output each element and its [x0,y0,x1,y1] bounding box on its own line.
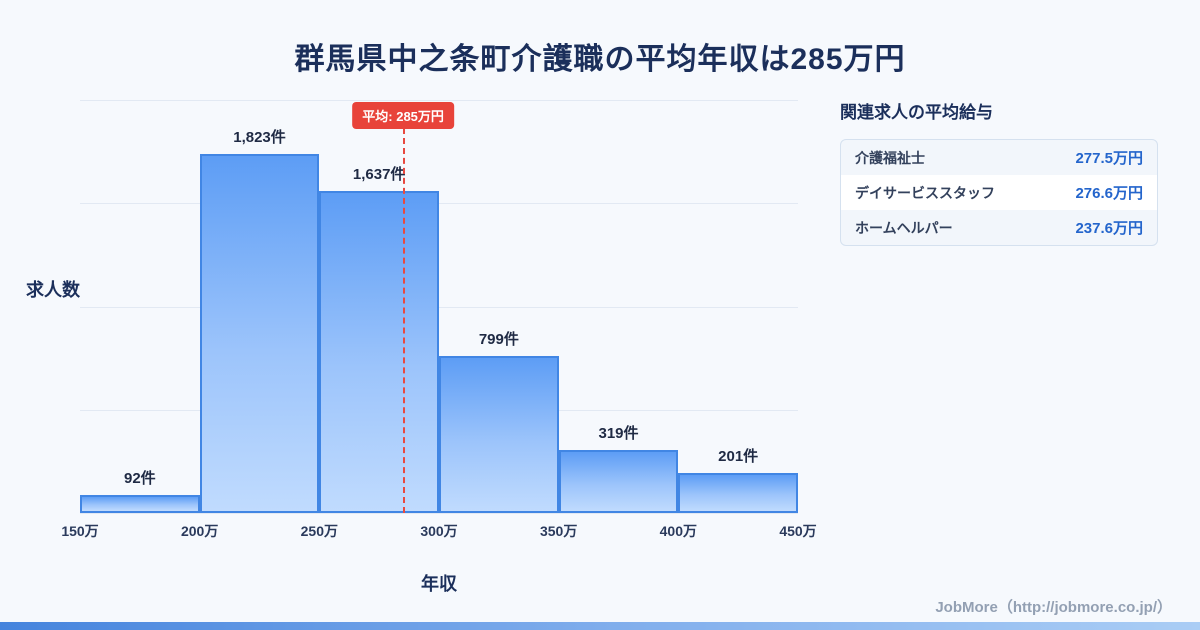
y-axis-label: 求人数 [26,280,80,300]
related-job-row: 介護福祉士 277.5万円 [841,140,1157,175]
related-jobs-card: 介護福祉士 277.5万円 デイサービススタッフ 276.6万円 ホームヘルパー… [840,139,1158,246]
related-job-row: ホームヘルパー 237.6万円 [841,210,1157,245]
x-tick-label: 350万 [539,523,578,539]
page-title: 群馬県中之条町介護職の平均年収は285万円 [294,43,906,76]
x-tick-label: 300万 [420,523,458,539]
histogram-bar [439,355,559,513]
average-annotation-badge: 平均: 285万円 [352,102,454,129]
related-job-value: 237.6万円 [1075,220,1143,237]
related-job-value: 277.5万円 [1075,150,1143,167]
gridline [80,513,798,514]
gridline [80,203,798,205]
x-tick-label: 150万 [61,523,99,539]
histogram-bar [678,473,798,513]
gridline [80,100,798,101]
side-panel-heading: 関連求人の平均給与 [840,103,993,122]
bar-value-label: 319件 [598,425,639,443]
histogram-bar [558,450,679,513]
bar-value-label: 201件 [718,448,759,466]
x-tick-label: 450万 [779,523,817,539]
related-job-row: デイサービススタッフ 276.6万円 [841,175,1157,210]
related-job-label: ホームヘルパー [855,219,953,236]
x-axis-ticks: 150万 200万 250万 300万 350万 400万 450万 [61,521,816,541]
x-tick-label: 250万 [300,523,339,539]
histogram-bar [319,191,439,513]
gridline [80,306,798,308]
histogram-bar [199,154,320,513]
bottom-accent-bar [0,622,1200,630]
bar-value-label: 92件 [123,469,156,487]
x-axis-label: 年収 [421,574,457,594]
chart-plot: 平均: 285万円 92件 1,823件 1,637件 799件 319件 201件 [80,100,798,514]
related-job-value: 276.6万円 [1075,185,1143,202]
site-credit: JobMore（http://jobmore.co.jp/） [935,599,1172,616]
related-job-label: デイサービススタッフ [855,184,995,201]
related-job-label: 介護福祉士 [855,149,925,166]
bar-value-label: 799件 [478,330,519,348]
histogram-bar [80,494,200,513]
x-tick-label: 400万 [659,523,698,539]
x-tick-label: 200万 [180,523,219,539]
average-line [403,128,406,513]
bar-value-label: 1,823件 [233,129,286,147]
bar-value-label: 1,637件 [352,166,406,184]
